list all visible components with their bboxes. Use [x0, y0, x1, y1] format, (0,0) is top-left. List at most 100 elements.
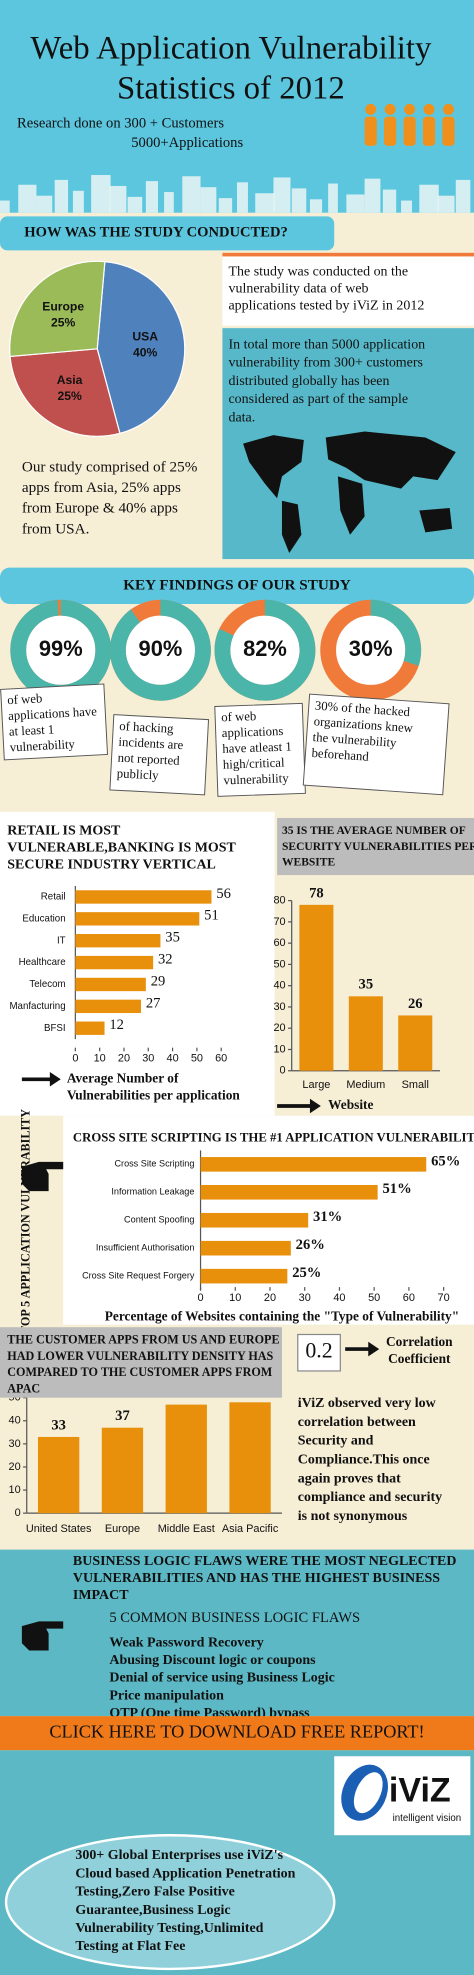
person-icon	[443, 103, 454, 115]
chart-title: 35 IS THE AVERAGE NUMBER OF	[282, 825, 466, 837]
section-heading: HOW WAS THE STUDY CONDUCTED?	[24, 225, 288, 241]
category-label: Large	[302, 1079, 330, 1091]
bar	[200, 1240, 291, 1256]
person-icon	[365, 103, 377, 115]
caption-bg	[214, 702, 306, 797]
category-label: IT	[57, 935, 66, 946]
y-tick-label: 40	[273, 980, 285, 992]
bar	[200, 1185, 378, 1200]
bar	[75, 977, 146, 992]
footer-text: Vulnerability Testing,Unlimited	[75, 1921, 263, 1936]
person-icon	[384, 116, 397, 146]
category-label: Medium	[346, 1079, 385, 1091]
correlation-text: is not synonymous	[298, 1509, 408, 1524]
category-label: Cross Site Request Forgery	[82, 1271, 195, 1281]
study-text: vulnerability data of web	[228, 281, 368, 296]
value-label: 29	[151, 973, 166, 989]
caption-text: 30% of the hacked	[314, 699, 411, 720]
caption-text: at least 1	[9, 722, 55, 738]
person-icon	[364, 116, 377, 146]
bar	[200, 1157, 427, 1172]
bar	[75, 890, 212, 904]
correlation-value: 0.2	[305, 1339, 332, 1363]
value-label: 26%	[296, 1237, 325, 1253]
correlation-label: Correlation	[386, 1334, 453, 1349]
caption-text: publicly	[116, 766, 159, 782]
correlation-text: again proves that	[298, 1471, 401, 1486]
x-tick-label: 0	[197, 1292, 203, 1304]
skyline-building	[145, 181, 158, 213]
skyline-building	[291, 188, 307, 213]
x-tick-label: 70	[438, 1292, 450, 1304]
skyline-building	[382, 189, 397, 213]
y-tick-label: 30	[273, 1001, 285, 1013]
skyline-building	[328, 183, 338, 213]
bar	[200, 1268, 288, 1284]
xss-side-bg	[0, 1115, 64, 1325]
bar	[75, 1021, 105, 1035]
cta-text[interactable]: CLICK HERE TO DOWNLOAD FREE REPORT!	[49, 1721, 424, 1741]
caption-text: vulnerability	[9, 737, 75, 754]
value-label: 51	[204, 908, 219, 924]
skyline-building	[164, 192, 174, 213]
skyline-building	[455, 179, 471, 213]
x-tick-label: 0	[72, 1052, 78, 1064]
donut-arc	[214, 599, 316, 701]
skyline-building	[36, 195, 53, 213]
value-label: 35	[359, 977, 374, 993]
skyline-building	[401, 200, 413, 213]
caption-text: applications have	[8, 704, 98, 723]
donut-label: 30%	[349, 636, 393, 661]
x-tick-label: 60	[215, 1052, 227, 1064]
flaw-item: Price manipulation	[109, 1688, 224, 1703]
skyline-building	[346, 194, 365, 213]
summary-text: apps from Asia, 25% apps	[22, 479, 181, 496]
study-heading-bg	[0, 216, 335, 251]
y-tick-label: 10	[273, 1043, 285, 1055]
cta-button[interactable]	[0, 1716, 474, 1751]
chart-title: VULNERABLE,BANKING IS MOST	[7, 841, 236, 856]
caption-text: applications	[222, 724, 284, 740]
value-label: 33	[51, 1417, 66, 1433]
skyline-building	[255, 193, 275, 213]
donut-label: 90%	[139, 636, 183, 661]
x-axis-label: Average Number of	[67, 1070, 179, 1085]
study-text: data.	[228, 410, 255, 425]
caption-text: organizations knew	[313, 714, 414, 735]
study-text: distributed globally has been	[228, 374, 389, 389]
study-text: vulnerability from 300+ customers	[228, 356, 422, 371]
person-icon	[442, 116, 455, 146]
x-axis-label: Percentage of Websites containing the "T…	[105, 1309, 459, 1324]
caption-bg	[0, 683, 109, 761]
study-box	[222, 255, 474, 326]
slice-value: 25%	[51, 315, 76, 329]
value-label: 27	[146, 995, 161, 1011]
category-label: Telecom	[29, 979, 65, 990]
correlation-box	[297, 1333, 341, 1372]
y-tick-label: 30	[9, 1438, 21, 1450]
value-label: 65%	[431, 1153, 460, 1169]
chart-title: SECURITY VULNERABILITIES PER	[282, 841, 474, 853]
slice-label: USA	[132, 330, 158, 344]
correlation-text: compliance and security	[298, 1490, 442, 1505]
hand-icon	[21, 1161, 64, 1192]
caption-text: beforehand	[311, 746, 370, 764]
world-map	[337, 476, 365, 535]
value-label: 37	[115, 1408, 130, 1424]
chart-title: HAD LOWER VULNERABILITY DENSITY HAS	[7, 1349, 273, 1363]
y-tick-label: 70	[273, 916, 285, 928]
slice-label: Asia	[57, 373, 83, 387]
flaw-item: Weak Password Recovery	[109, 1635, 263, 1650]
caption-text: have atleast 1	[222, 739, 292, 755]
person-icon	[403, 116, 416, 146]
footer-oval	[4, 1834, 336, 1971]
skyline-building	[54, 179, 69, 213]
caption-text: of hacking	[119, 719, 174, 736]
category-label: Asia Pacific	[222, 1523, 279, 1535]
y-tick-label: 50	[273, 958, 285, 970]
side-label: TOP 5 APPLICATION VULNERABILITY	[19, 1109, 33, 1334]
skyline-building	[364, 178, 381, 213]
chart-title: CROSS SITE SCRIPTING IS THE #1 APPLICATI…	[73, 1131, 474, 1145]
caption-text: vulnerability	[223, 771, 289, 787]
donut-arc	[370, 599, 422, 666]
